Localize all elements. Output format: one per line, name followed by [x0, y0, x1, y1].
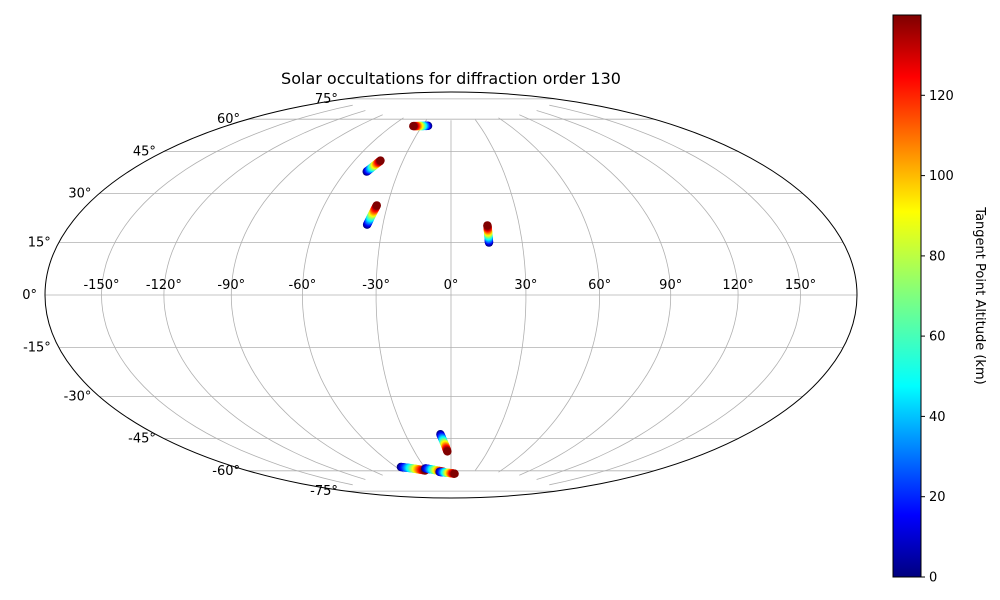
lon-tick-label: -90° — [217, 278, 245, 293]
colorbar-tick-label: 60 — [929, 330, 946, 345]
lon-tick-label: 30° — [514, 278, 537, 293]
longitude-tick-labels: -150° -120° -90° -60° -30° 0° 30° 60° 90° 120° 150… — [83, 278, 816, 293]
occultation-point — [409, 121, 418, 131]
colorbar-tick-label: 120 — [929, 89, 954, 104]
lon-tick-label: 60° — [588, 278, 611, 293]
lat-tick-label: 0° — [22, 288, 37, 303]
colorbar: 0 20 40 60 80 100 120 Tangent Point Altitude (… — [892, 14, 987, 586]
lat-tick-label: 15° — [28, 236, 51, 251]
colorbar-ticks: 0 20 40 60 80 100 120 — [921, 89, 954, 586]
colorbar-tick-label: 0 — [929, 571, 937, 586]
colorbar-tick-label: 20 — [929, 490, 946, 505]
lat-tick-label: -75° — [310, 484, 338, 499]
lat-tick-label: 75° — [315, 92, 338, 107]
lat-tick-label: 45° — [133, 145, 156, 160]
map-boundary — [44, 91, 858, 499]
colorbar-gradient — [892, 14, 922, 578]
lon-tick-label: -120° — [146, 278, 182, 293]
occultation-point — [376, 156, 385, 165]
lon-tick-label: -150° — [83, 278, 119, 293]
occultation-point — [483, 221, 492, 230]
lat-tick-label: -30° — [64, 390, 92, 405]
lon-tick-label: 0° — [444, 278, 459, 293]
occultation-point — [450, 469, 459, 478]
lat-tick-label: 30° — [68, 187, 91, 202]
lat-tick-label: -60° — [212, 464, 240, 479]
colorbar-tick-label: 40 — [929, 410, 946, 425]
grid — [45, 98, 857, 492]
scatter-points — [362, 121, 494, 478]
lon-tick-label: -60° — [289, 278, 317, 293]
latitude-tick-labels: 75° 60° 45° 30° 15° 0° -15° -30° -45° -60° -75° — [22, 92, 338, 499]
colorbar-tick-label: 80 — [929, 249, 946, 264]
occultation-point — [372, 201, 381, 210]
lon-tick-label: 150° — [785, 278, 816, 293]
chart-title: Solar occultations for diffraction order… — [281, 69, 621, 88]
lon-tick-label: 90° — [659, 278, 682, 293]
occultation-point — [443, 447, 452, 456]
colorbar-label: Tangent Point Altitude (km) — [972, 206, 987, 384]
lat-tick-label: -15° — [23, 341, 51, 356]
lat-tick-label: 60° — [217, 112, 240, 127]
lon-tick-label: -30° — [362, 278, 390, 293]
lat-tick-label: -45° — [128, 432, 156, 447]
colorbar-tick-label: 100 — [929, 169, 954, 184]
lon-tick-label: 120° — [722, 278, 753, 293]
